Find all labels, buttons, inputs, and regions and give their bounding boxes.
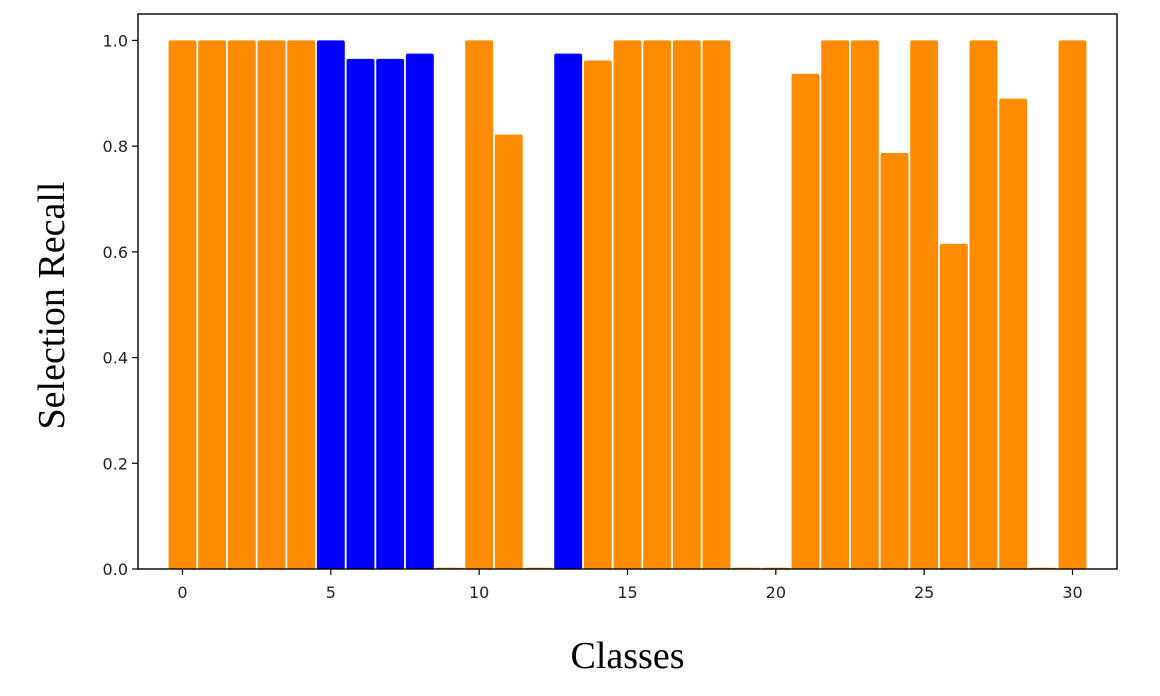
x-tick-label: 15 [617, 583, 637, 602]
x-axis-ticks: 0 5 10 15 20 25 30 [177, 569, 1083, 602]
bars-group [168, 40, 1087, 570]
bar-class-0 [168, 40, 197, 570]
bar-class-15 [613, 40, 642, 570]
x-tick-label: 30 [1062, 583, 1082, 602]
bar-class-22 [821, 40, 850, 570]
bar-class-5 [316, 40, 345, 570]
bar-class-28 [999, 98, 1028, 569]
bar-class-3 [257, 40, 286, 570]
x-tick-label: 5 [326, 583, 336, 602]
bar-class-17 [672, 40, 701, 570]
y-tick-label: 0.2 [103, 454, 128, 473]
bar-class-2 [227, 40, 256, 570]
x-tick-label: 0 [177, 583, 187, 602]
bar-class-23 [850, 40, 879, 570]
bar-class-16 [643, 40, 672, 570]
x-tick-label: 20 [766, 583, 786, 602]
y-axis-ticks: 0.0 0.2 0.4 0.6 0.8 1.0 [103, 31, 138, 579]
bar-class-11 [494, 134, 523, 569]
bar-class-18 [702, 40, 731, 570]
bar-class-13 [554, 53, 583, 569]
bar-class-1 [198, 40, 227, 570]
y-tick-label: 0.0 [103, 560, 128, 579]
y-tick-label: 0.4 [103, 349, 128, 368]
y-tick-label: 0.6 [103, 243, 128, 262]
bar-class-14 [583, 60, 612, 569]
bar-class-10 [465, 40, 494, 570]
bar-class-30 [1058, 40, 1087, 570]
x-tick-label: 10 [469, 583, 489, 602]
plot-frame [137, 13, 1118, 570]
bar-class-26 [939, 243, 968, 569]
bar-class-24 [880, 153, 909, 569]
y-tick-label: 1.0 [103, 31, 128, 50]
bar-class-27 [969, 40, 998, 570]
y-tick-label: 0.8 [103, 137, 128, 156]
x-axis-title: Classes [571, 635, 685, 677]
bar-class-4 [287, 40, 316, 570]
y-axis-title: Selection Recall [31, 182, 73, 430]
bar-class-25 [910, 40, 939, 570]
bar-class-6 [346, 58, 375, 570]
x-tick-label: 25 [914, 583, 934, 602]
bar-class-21 [791, 73, 820, 569]
bar-class-8 [405, 53, 434, 569]
bar-class-7 [376, 58, 405, 570]
